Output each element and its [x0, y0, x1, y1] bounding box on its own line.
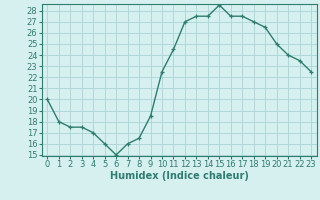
X-axis label: Humidex (Indice chaleur): Humidex (Indice chaleur): [110, 171, 249, 181]
